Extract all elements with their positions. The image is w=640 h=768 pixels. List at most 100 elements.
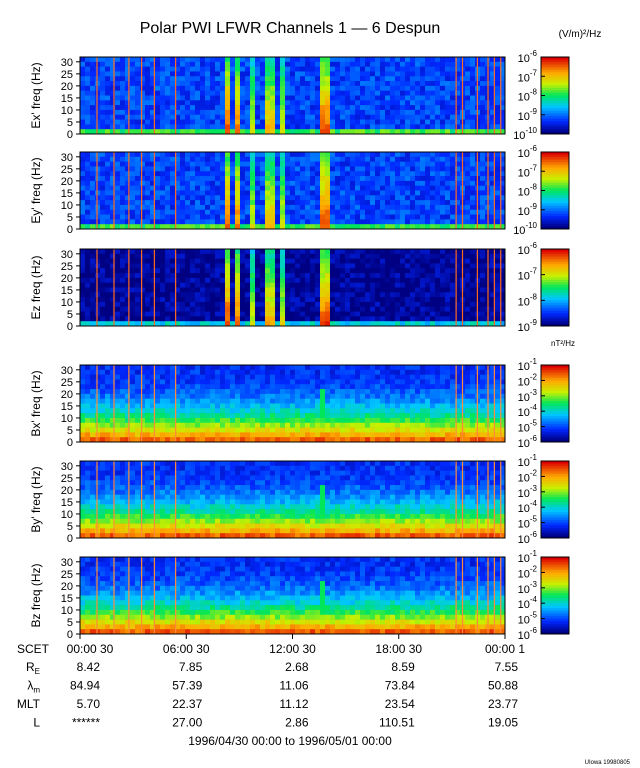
heat-cell <box>200 156 206 162</box>
heat-cell <box>240 95 246 101</box>
heat-cell <box>115 204 121 211</box>
heat-cell <box>335 71 341 77</box>
heat-cell <box>245 156 251 162</box>
heat-cell <box>430 214 436 220</box>
heat-cell <box>375 282 381 288</box>
heat-cell <box>285 379 291 385</box>
heat-cell <box>420 214 426 220</box>
heat-cell <box>245 282 251 288</box>
heat-cell <box>140 321 146 327</box>
heat-cell <box>395 277 401 283</box>
heat-cell <box>150 287 156 293</box>
heat-cell <box>110 166 116 172</box>
heat-cell <box>270 369 276 375</box>
heat-cell <box>500 105 506 111</box>
heat-cell <box>370 287 376 293</box>
heat-cell <box>195 66 201 72</box>
heat-cell <box>95 427 101 433</box>
heat-cell <box>455 209 461 215</box>
heat-cell <box>405 224 411 230</box>
heat-cell <box>345 209 351 215</box>
heat-cell <box>465 292 471 298</box>
heat-cell <box>215 398 221 404</box>
heat-cell <box>340 119 346 125</box>
heat-cell <box>435 119 441 125</box>
heat-cell <box>420 95 426 101</box>
heat-cell <box>200 214 206 220</box>
colorbar-swatch <box>541 256 569 260</box>
heat-cell <box>100 437 106 443</box>
heat-cell <box>250 417 256 424</box>
heat-cell <box>365 219 371 225</box>
heat-cell <box>385 129 391 135</box>
heat-cell <box>230 109 236 116</box>
heat-cell <box>200 61 206 67</box>
heat-cell <box>110 398 116 404</box>
heat-cell <box>280 156 286 162</box>
heat-cell <box>170 214 176 220</box>
heat-cell <box>170 273 176 279</box>
heat-cell <box>285 200 291 206</box>
heat-cell <box>425 81 431 87</box>
heat-cell <box>175 185 181 191</box>
heat-cell <box>125 204 131 211</box>
heat-cell <box>185 176 191 182</box>
heat-cell <box>435 100 441 106</box>
heat-cell <box>215 171 221 177</box>
heat-cell <box>395 66 401 72</box>
heat-cell <box>185 403 191 409</box>
heat-cell <box>165 258 171 264</box>
heat-cell <box>465 166 471 172</box>
heat-cell <box>465 57 471 63</box>
heat-cell <box>470 71 476 77</box>
heat-cell <box>175 374 181 380</box>
heat-cell <box>80 422 86 428</box>
heat-cell <box>85 398 91 404</box>
heat-cell <box>90 365 96 371</box>
heat-cell <box>120 379 126 385</box>
heat-cell <box>140 185 146 191</box>
heat-cell <box>500 190 506 196</box>
heat-cell <box>220 384 226 390</box>
heat-cell <box>355 176 361 182</box>
heat-cell <box>100 209 106 215</box>
heat-cell <box>150 403 156 409</box>
heat-cell <box>220 90 226 96</box>
heat-cell <box>410 119 416 125</box>
colorbar-swatch <box>541 59 569 63</box>
heat-cell <box>200 105 206 111</box>
heat-cell <box>210 66 216 72</box>
heat-cell <box>95 209 101 215</box>
heat-cell <box>210 180 216 186</box>
heat-cell <box>265 277 271 283</box>
heat-cell <box>140 277 146 283</box>
heat-cell <box>205 180 211 186</box>
heat-cell <box>155 171 161 177</box>
heat-cell <box>210 57 216 63</box>
heat-cell <box>445 85 451 91</box>
heat-cell <box>135 297 141 303</box>
heat-cell <box>205 287 211 293</box>
heat-cell <box>130 393 136 399</box>
heat-cell <box>210 249 216 255</box>
heat-cell <box>200 190 206 196</box>
heat-cell <box>500 311 506 317</box>
heat-cell <box>250 161 256 167</box>
heat-cell <box>270 374 276 380</box>
heat-cell <box>105 297 111 303</box>
heat-cell <box>425 311 431 317</box>
heat-cell <box>390 297 396 303</box>
heat-cell <box>85 413 91 419</box>
heat-cell <box>425 161 431 167</box>
colorbar-swatch <box>541 80 569 84</box>
heat-cell <box>180 171 186 177</box>
heat-cell <box>190 85 196 91</box>
heat-cell <box>245 249 251 255</box>
heat-cell <box>265 316 271 322</box>
heat-cell <box>350 301 356 308</box>
heat-cell <box>125 321 131 327</box>
heat-cell <box>170 379 176 385</box>
heat-cell <box>375 306 381 312</box>
heat-cell <box>120 109 126 116</box>
heat-cell <box>270 403 276 409</box>
